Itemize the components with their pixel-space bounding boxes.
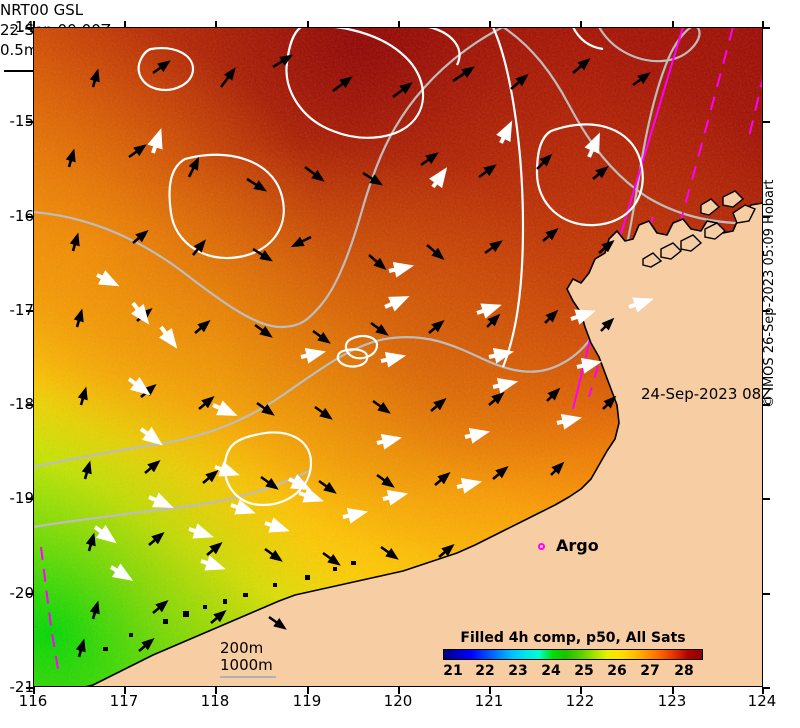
colorbar-tick: 28 (674, 663, 694, 679)
argo-legend-label: Argo (556, 536, 599, 555)
colorbar-tick: 25 (574, 663, 594, 679)
colorbar-tick: 22 (475, 663, 495, 679)
x-tick-label: 122 (565, 692, 595, 710)
x-tick-label: 116 (18, 692, 48, 710)
x-tick-label: 117 (109, 692, 139, 710)
y-tick-label: -17 (9, 301, 35, 319)
colorbar-tick: 26 (607, 663, 627, 679)
x-tick-label: 124 (747, 692, 777, 710)
y-tick-label: -16 (9, 207, 35, 225)
x-tick-label: 119 (292, 692, 322, 710)
y-tick-label: -19 (9, 489, 35, 507)
x-tick-label: 123 (657, 692, 687, 710)
x-tick-label: 120 (383, 692, 413, 710)
y-tick-label: -18 (9, 395, 35, 413)
colorbar-tick: 23 (508, 663, 528, 679)
depth-legend-200m: 200m (220, 639, 264, 657)
vector-legend-source: NRT00 GSL (0, 1, 84, 19)
y-tick-label: -21 (9, 678, 35, 696)
observation-date-label: 24-Sep-2023 08Z (641, 385, 772, 403)
y-tick-label: -20 (9, 584, 35, 602)
map-plot-area[interactable] (33, 27, 763, 687)
x-tick-label: 118 (200, 692, 230, 710)
argo-marker-icon (538, 543, 545, 550)
y-tick-label: -14 (9, 18, 35, 36)
colorbar (443, 649, 703, 660)
x-tick-label: 121 (474, 692, 504, 710)
current-vectors (65, 54, 654, 658)
colorbar-tick: 21 (443, 663, 463, 679)
colorbar-tick: 24 (541, 663, 561, 679)
depth-legend-1000m: 1000m (220, 656, 273, 674)
depth-legend-rule (220, 676, 276, 678)
copyright-label: © IMOS 26-Sep-2023 05:09 Hobart (762, 179, 777, 408)
colorbar-title: Filled 4h comp, p50, All Sats (460, 630, 686, 646)
y-tick-label: -15 (9, 112, 35, 130)
colorbar-tick: 27 (640, 663, 660, 679)
